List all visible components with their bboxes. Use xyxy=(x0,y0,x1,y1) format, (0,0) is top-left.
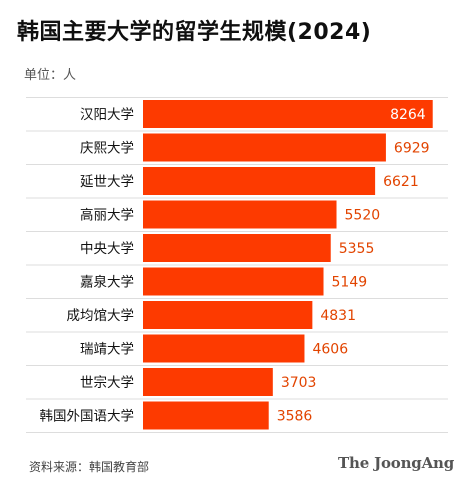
data-label: 6929 xyxy=(394,141,430,157)
category-label: 成均馆大学 xyxy=(67,308,135,324)
publisher-logo: The JoongAng xyxy=(338,454,454,472)
unit-label: 单位：人 xyxy=(24,68,77,83)
bar xyxy=(143,234,331,262)
bar xyxy=(143,267,324,296)
data-label: 8264 xyxy=(390,107,426,123)
category-label: 高丽大学 xyxy=(80,207,134,224)
data-label: 3586 xyxy=(277,409,313,425)
data-label: 6621 xyxy=(383,174,419,190)
bar xyxy=(143,401,269,430)
bar xyxy=(143,368,273,396)
data-label: 5149 xyxy=(332,275,368,291)
category-label: 庆熙大学 xyxy=(80,141,134,157)
data-label: 4831 xyxy=(320,308,356,324)
category-label: 世宗大学 xyxy=(80,375,134,391)
category-label: 汉阳大学 xyxy=(80,107,134,123)
data-label: 4606 xyxy=(312,342,348,358)
source-note: 资料来源：韩国教育部 xyxy=(29,460,150,474)
category-label: 韩国外国语大学 xyxy=(40,409,135,425)
category-label: 嘉泉大学 xyxy=(80,274,134,291)
category-label: 瑞靖大学 xyxy=(80,342,134,358)
category-label: 延世大学 xyxy=(80,174,134,190)
data-label: 3703 xyxy=(281,375,317,391)
category-label: 中央大学 xyxy=(80,241,134,257)
data-label: 5355 xyxy=(339,241,375,257)
bar xyxy=(143,200,337,229)
chart-title: 韩国主要大学的留学生规模(2024) xyxy=(17,20,372,45)
bar xyxy=(143,100,433,128)
bar xyxy=(143,334,305,363)
data-label: 5520 xyxy=(345,208,381,224)
bar xyxy=(143,133,386,162)
bar xyxy=(143,167,376,195)
bar xyxy=(143,301,313,329)
